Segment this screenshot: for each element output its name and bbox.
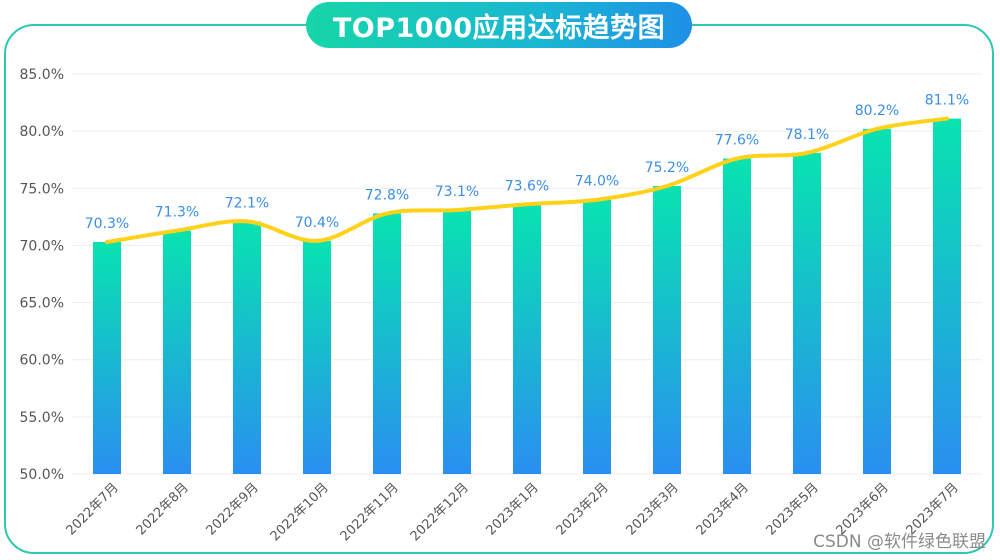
data-labels: 70.3% 71.3% 72.1% 70.4% 72.8% 73.1% 73.6% 74.0%…	[85, 93, 969, 232]
bar	[373, 213, 401, 474]
x-tick-label: 2022年8月	[134, 480, 192, 538]
bar	[233, 221, 261, 474]
data-label: 75.2%	[645, 160, 689, 176]
x-tick-label: 2023年3月	[624, 480, 682, 538]
y-tick-label: 55.0%	[20, 410, 64, 426]
x-tick-label: 2022年9月	[204, 480, 262, 538]
chart-title: TOP1000应用达标趋势图	[332, 12, 666, 44]
bar	[443, 210, 471, 474]
x-tick-label: 2022年11月	[338, 480, 402, 544]
data-label: 74.0%	[575, 174, 619, 190]
data-label: 71.3%	[155, 205, 199, 221]
data-label: 73.6%	[505, 178, 549, 194]
data-label: 77.6%	[715, 133, 759, 149]
data-label: 72.1%	[225, 195, 269, 211]
y-tick-label: 60.0%	[20, 353, 64, 369]
data-label: 81.1%	[925, 93, 969, 109]
y-tick-label: 80.0%	[20, 124, 64, 140]
x-tick-label: 2022年7月	[64, 480, 122, 538]
title-banner: TOP1000应用达标趋势图	[306, 2, 692, 48]
x-tick-label: 2023年4月	[694, 480, 752, 538]
bar	[863, 128, 891, 474]
data-label: 80.2%	[855, 103, 899, 119]
bar	[583, 199, 611, 474]
data-label: 78.1%	[785, 127, 829, 143]
y-tick-label: 70.0%	[20, 238, 64, 254]
x-tick-label: 2023年2月	[554, 480, 612, 538]
bar	[793, 152, 821, 474]
y-axis-ticks: 50.0% 55.0% 60.0% 65.0% 70.0% 75.0% 80.0% 85.0%	[20, 67, 64, 483]
y-tick-label: 75.0%	[20, 181, 64, 197]
y-tick-label: 50.0%	[20, 467, 64, 483]
bar	[513, 204, 541, 475]
bar	[303, 240, 331, 474]
x-tick-label: 2022年12月	[408, 480, 472, 544]
bar	[653, 186, 681, 474]
bar	[933, 118, 961, 475]
bar	[93, 242, 121, 474]
data-label: 70.4%	[295, 215, 339, 231]
trend-line-layer	[105, 116, 949, 244]
bar	[723, 158, 751, 475]
y-tick-label: 85.0%	[20, 67, 64, 83]
bar	[163, 230, 191, 474]
data-label: 73.1%	[435, 184, 479, 200]
watermark-text: CSDN @软件绿色联盟	[813, 532, 986, 552]
x-tick-label: 2023年1月	[484, 480, 542, 538]
data-label: 72.8%	[365, 187, 409, 203]
bars	[93, 118, 961, 475]
x-tick-label: 2022年10月	[268, 480, 332, 544]
y-tick-label: 65.0%	[20, 296, 64, 312]
trend-line	[105, 116, 949, 244]
data-label: 70.3%	[85, 216, 129, 232]
